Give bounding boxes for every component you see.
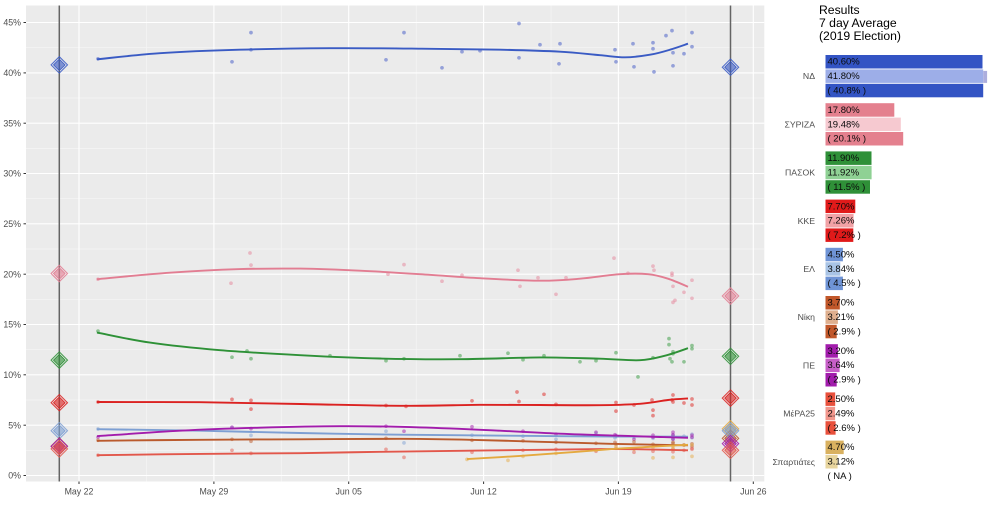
svg-text:11.92%: 11.92% xyxy=(828,168,860,179)
svg-text:Results: Results xyxy=(819,3,860,17)
svg-text:ΠΑΣΟΚ: ΠΑΣΟΚ xyxy=(785,168,815,178)
svg-text:Jun 05: Jun 05 xyxy=(335,487,362,497)
svg-text:2.50%: 2.50% xyxy=(828,394,855,405)
svg-text:3.84%: 3.84% xyxy=(828,264,855,275)
svg-text:40%: 40% xyxy=(3,68,21,78)
svg-text:17.80%: 17.80% xyxy=(828,105,861,116)
svg-text:Νίκη: Νίκη xyxy=(798,312,816,322)
svg-text:5%: 5% xyxy=(8,420,21,430)
svg-text:15%: 15% xyxy=(3,320,21,330)
svg-text:May 29: May 29 xyxy=(199,487,228,497)
svg-text:35%: 35% xyxy=(3,118,21,128)
svg-text:ΕΛ: ΕΛ xyxy=(803,264,815,274)
svg-text:3.20%: 3.20% xyxy=(828,346,855,357)
svg-text:(2019 Election): (2019 Election) xyxy=(819,29,901,43)
svg-text:4.50%: 4.50% xyxy=(828,249,855,260)
svg-text:( 20.1% ): ( 20.1% ) xyxy=(828,134,867,145)
svg-text:20%: 20% xyxy=(3,269,21,279)
svg-text:25%: 25% xyxy=(3,219,21,229)
svg-text:3.64%: 3.64% xyxy=(828,360,855,371)
svg-text:( NA ): ( NA ) xyxy=(828,471,852,482)
svg-text:ΠΕ: ΠΕ xyxy=(803,360,815,370)
svg-text:30%: 30% xyxy=(3,169,21,179)
svg-text:7 day Average: 7 day Average xyxy=(819,16,897,30)
svg-text:( 7.2% ): ( 7.2% ) xyxy=(828,230,861,241)
svg-text:Σπαρτιάτες: Σπαρτιάτες xyxy=(772,457,815,467)
svg-text:ΣΥΡΙΖΑ: ΣΥΡΙΖΑ xyxy=(785,119,816,129)
svg-text:0%: 0% xyxy=(8,471,21,481)
svg-text:ΝΔ: ΝΔ xyxy=(803,71,815,81)
svg-text:Jun 26: Jun 26 xyxy=(740,487,767,497)
svg-text:Jun 12: Jun 12 xyxy=(470,487,497,497)
svg-text:11.90%: 11.90% xyxy=(828,153,860,164)
svg-text:( 2.6% ): ( 2.6% ) xyxy=(828,423,861,434)
svg-text:41.80%: 41.80% xyxy=(828,71,861,82)
svg-text:( 40.8% ): ( 40.8% ) xyxy=(828,86,867,97)
svg-text:7.26%: 7.26% xyxy=(828,216,855,227)
svg-text:10%: 10% xyxy=(3,370,21,380)
svg-text:ΚΚΕ: ΚΚΕ xyxy=(798,216,816,226)
svg-text:2.49%: 2.49% xyxy=(828,408,855,419)
svg-text:3.70%: 3.70% xyxy=(828,298,855,309)
svg-text:Jun 19: Jun 19 xyxy=(605,487,632,497)
svg-text:7.70%: 7.70% xyxy=(828,201,855,212)
svg-text:4.70%: 4.70% xyxy=(828,442,855,453)
svg-text:( 2.9% ): ( 2.9% ) xyxy=(828,326,861,337)
svg-text:45%: 45% xyxy=(3,18,21,28)
svg-text:( 2.9% ): ( 2.9% ) xyxy=(828,375,861,386)
svg-text:ΜέΡΑ25: ΜέΡΑ25 xyxy=(783,409,815,419)
svg-text:3.12%: 3.12% xyxy=(828,457,855,468)
svg-text:40.60%: 40.60% xyxy=(828,57,861,68)
svg-text:19.48%: 19.48% xyxy=(828,119,861,130)
svg-text:3.21%: 3.21% xyxy=(828,312,855,323)
svg-text:May 22: May 22 xyxy=(65,487,94,497)
svg-text:( 4.5% ): ( 4.5% ) xyxy=(828,278,861,289)
svg-text:( 11.5% ): ( 11.5% ) xyxy=(828,182,866,193)
